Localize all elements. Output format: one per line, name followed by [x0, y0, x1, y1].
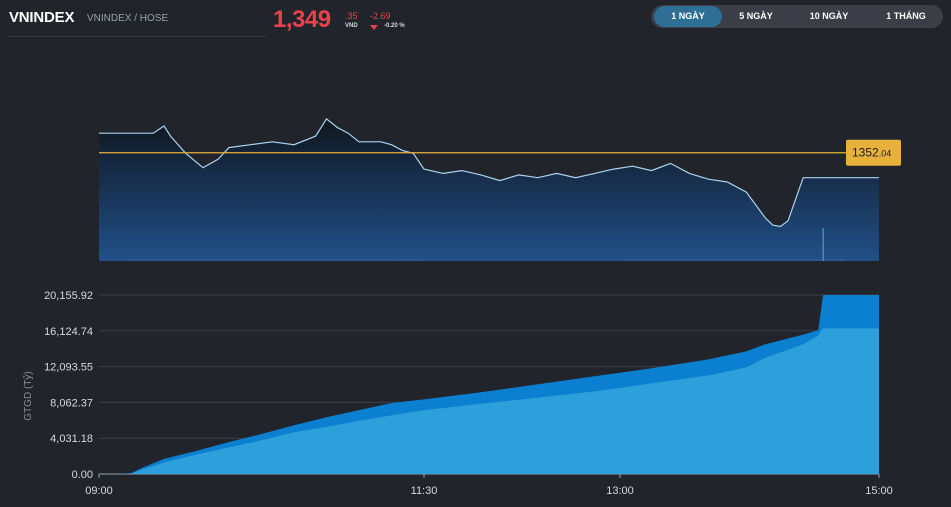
symbol-title: VNINDEX [9, 9, 75, 26]
reference-price-decimal: .04 [879, 149, 892, 159]
reference-price-box [846, 139, 901, 166]
y-tick-label: 12,093.55 [44, 362, 93, 374]
volume-x-ticks: 09:00 11:30 13:00 15:00 [85, 474, 893, 497]
y-tick-label: 8,062.37 [50, 397, 93, 409]
y-tick-label: 4,031.18 [50, 433, 93, 445]
tab-1-month[interactable]: 1 THÁNG [886, 11, 926, 21]
price-volume-bars [129, 259, 845, 261]
volume-y-axis-label: GTGD (Tỷ) [22, 371, 34, 420]
tab-1-day[interactable]: 1 NGÀY [654, 6, 722, 27]
price-chart: 1352.04 [99, 118, 901, 262]
reference-price-integer: 1352 [852, 146, 879, 160]
price-line [99, 118, 879, 228]
change-percent: -0.20 % [384, 23, 405, 29]
price-decimal: .35 [345, 11, 358, 21]
volume-y-ticks: 0.00 4,031.18 8,062.37 12,093.55 16,124.74 20… [44, 290, 93, 481]
currency-label: VND [345, 23, 358, 29]
x-tick-label: 09:00 [85, 485, 113, 497]
down-arrow-icon [370, 25, 378, 30]
reference-price-label: 1352.04 [852, 146, 891, 160]
volume-area-matched [99, 328, 879, 474]
period-tabs: 1 NGÀY 5 NGÀY 10 NGÀY 1 THÁNG [651, 5, 943, 28]
header-divider [8, 36, 266, 37]
tab-10-days[interactable]: 10 NGÀY [809, 11, 849, 21]
y-tick-label: 0.00 [72, 469, 93, 481]
x-tick-label: 15:00 [865, 485, 893, 497]
change-value: -2.69 [370, 11, 391, 21]
exchange-label: VNINDEX / HOSE [87, 13, 169, 24]
price-area [99, 118, 879, 262]
header: VNINDEX VNINDEX / HOSE 1,349 .35 VND -2.… [0, 0, 951, 40]
price-integer: 1,349 [273, 6, 331, 33]
y-tick-label: 16,124.74 [44, 326, 93, 338]
tab-5-days[interactable]: 5 NGÀY [739, 11, 773, 21]
x-tick-label: 13:00 [606, 485, 634, 497]
y-tick-label: 20,155.92 [44, 290, 93, 302]
x-tick-label: 11:30 [411, 485, 438, 497]
